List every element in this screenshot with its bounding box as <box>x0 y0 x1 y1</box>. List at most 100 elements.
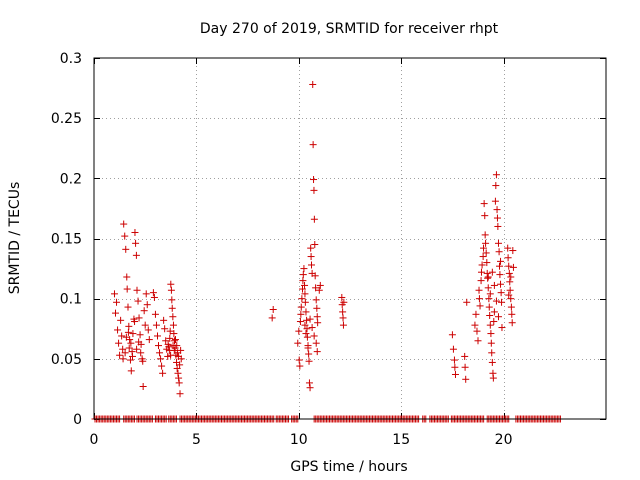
data-point <box>303 316 311 324</box>
data-point <box>310 186 318 194</box>
data-point <box>312 284 320 292</box>
data-point <box>448 331 456 339</box>
y-tick-label: 0.1 <box>60 292 82 308</box>
data-point <box>301 281 309 289</box>
data-point <box>268 314 276 322</box>
data-point <box>497 257 505 265</box>
data-point <box>494 313 502 321</box>
data-point <box>143 301 151 309</box>
data-point <box>121 349 129 357</box>
data-point <box>119 355 127 363</box>
data-point <box>473 327 481 335</box>
data-point <box>480 200 488 208</box>
data-point <box>481 212 489 220</box>
data-point <box>311 241 319 249</box>
data-point <box>490 308 498 316</box>
data-point <box>461 352 469 360</box>
data-point <box>298 285 306 293</box>
data-point <box>479 253 487 261</box>
data-point <box>174 369 182 377</box>
data-point <box>310 176 318 184</box>
data-point <box>474 337 482 345</box>
data-point <box>505 269 513 277</box>
data-point <box>125 344 133 352</box>
data-point <box>157 355 165 363</box>
data-point <box>462 375 470 383</box>
data-point <box>159 369 167 377</box>
data-point <box>506 286 514 294</box>
data-point <box>490 318 498 326</box>
data-point <box>314 319 322 327</box>
data-point <box>166 327 174 335</box>
data-point <box>489 374 497 382</box>
x-tick-label: 5 <box>192 432 201 448</box>
axis-ticks <box>94 58 606 420</box>
data-point <box>506 278 514 286</box>
data-point <box>313 304 321 312</box>
data-point <box>303 325 311 333</box>
data-point <box>118 332 126 340</box>
data-point <box>298 295 306 303</box>
data-point <box>295 356 303 364</box>
data-point <box>166 334 174 342</box>
data-point <box>112 309 120 317</box>
data-point <box>491 197 499 205</box>
data-point <box>129 330 137 338</box>
data-point <box>176 361 184 369</box>
data-point <box>315 286 323 294</box>
data-point <box>123 273 131 281</box>
data-point <box>475 295 483 303</box>
data-point <box>472 310 480 318</box>
data-point <box>307 253 315 261</box>
data-point <box>451 370 459 378</box>
data-point <box>307 244 315 252</box>
data-point <box>117 316 125 324</box>
data-point <box>139 357 147 365</box>
data-point <box>301 321 309 329</box>
data-point <box>137 349 145 357</box>
data-point <box>132 251 140 259</box>
data-point <box>490 281 498 289</box>
data-point <box>497 289 505 297</box>
data-point <box>309 80 317 88</box>
data-point <box>175 374 183 382</box>
data-point <box>304 344 312 352</box>
data-point <box>133 286 141 294</box>
data-point <box>167 280 175 288</box>
data-point <box>493 214 501 222</box>
data-point <box>119 345 127 353</box>
data-point <box>149 289 157 297</box>
data-point <box>123 285 131 293</box>
data-point <box>475 286 483 294</box>
data-point <box>508 310 516 318</box>
y-tick-label: 0.3 <box>60 51 82 67</box>
data-point <box>172 336 180 344</box>
data-point <box>132 239 140 247</box>
data-point <box>164 340 172 348</box>
x-tick-label: 0 <box>90 432 99 448</box>
data-point <box>312 296 320 304</box>
data-point <box>461 363 469 371</box>
data-point <box>303 333 311 341</box>
data-point <box>127 339 135 347</box>
data-point <box>153 332 161 340</box>
data-point <box>124 303 132 311</box>
data-point <box>507 303 515 311</box>
data-point <box>504 244 512 252</box>
data-point <box>173 342 181 350</box>
data-point <box>121 232 129 240</box>
data-point <box>300 265 308 273</box>
data-point <box>485 295 493 303</box>
data-point <box>306 384 314 392</box>
data-point <box>493 206 501 214</box>
x-tick-label: 20 <box>495 432 513 448</box>
chart-title: Day 270 of 2019, SRMTID for receiver rhp… <box>200 21 499 37</box>
data-point <box>176 390 184 398</box>
data-point <box>507 273 515 281</box>
data-point <box>169 321 177 329</box>
data-point <box>175 379 183 387</box>
data-point <box>170 337 178 345</box>
data-point <box>338 293 346 301</box>
y-tick-label: 0.15 <box>51 232 82 248</box>
x-tick-label: 10 <box>290 432 308 448</box>
